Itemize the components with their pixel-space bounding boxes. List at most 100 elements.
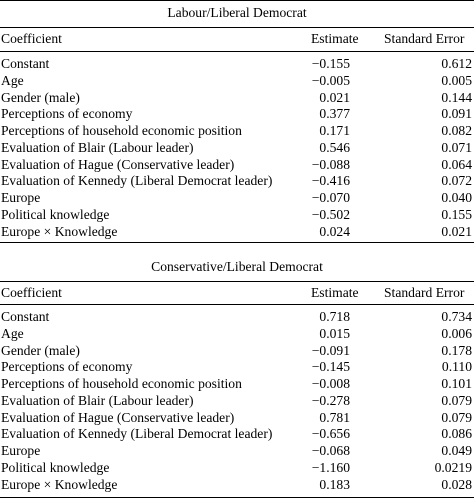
table-row: Evaluation of Blair (Labour leader) −0.27…	[0, 392, 474, 409]
estimate-cell: 0.377	[319, 106, 350, 122]
standard-error-cell: 0.021	[441, 223, 472, 239]
title-rule	[0, 281, 474, 282]
estimate-cell: −0.502	[311, 206, 350, 222]
estimate-cell: 0.781	[319, 409, 350, 425]
header-estimate: Estimate	[311, 285, 359, 300]
table-row: Age −0.005 0.005	[0, 72, 474, 89]
standard-error-cell: 0.091	[441, 106, 472, 122]
coefficient-cell: Evaluation of Kennedy (Liberal Democrat …	[1, 173, 273, 189]
table-row: Europe −0.068 0.049	[0, 442, 474, 459]
estimate-cell: 0.718	[319, 309, 350, 324]
coefficient-cell: Age	[1, 72, 24, 88]
header-row: Coefficient Estimate Standard Error	[0, 30, 474, 47]
estimate-cell: −0.155	[311, 56, 350, 71]
estimate-cell: −0.145	[311, 359, 350, 375]
coefficient-cell: Evaluation of Blair (Labour leader)	[1, 139, 194, 155]
coefficient-cell: Europe × Knowledge	[1, 223, 118, 239]
standard-error-cell: 0.028	[441, 476, 472, 492]
standard-error-cell: 0.049	[441, 443, 472, 458]
estimate-cell: 0.183	[319, 476, 350, 492]
standard-error-cell: 0.144	[441, 89, 472, 105]
table-row: Evaluation of Kennedy (Liberal Democrat …	[0, 425, 474, 442]
header-row: Coefficient Estimate Standard Error	[0, 284, 474, 301]
header-rule	[0, 51, 474, 52]
header-rule	[0, 304, 474, 305]
coefficient-cell: Perceptions of household economic positi…	[1, 123, 242, 138]
standard-error-cell: 0.110	[441, 359, 472, 375]
estimate-cell: −0.656	[311, 426, 350, 442]
estimate-cell: −0.008	[311, 376, 350, 391]
coefficient-cell: Europe	[1, 190, 41, 205]
coefficient-cell: Perceptions of economy	[1, 106, 133, 122]
coefficient-cell: Evaluation of Hague (Conservative leader…	[1, 156, 235, 172]
coefficient-cell: Europe	[1, 443, 41, 458]
bottom-rule	[0, 242, 474, 243]
coefficient-cell: Perceptions of economy	[1, 359, 133, 375]
coefficient-cell: Gender (male)	[1, 89, 80, 105]
title-rule	[0, 27, 474, 28]
estimate-cell: −0.088	[311, 156, 350, 172]
header-coefficient: Coefficient	[1, 285, 62, 300]
coefficient-cell: Europe × Knowledge	[1, 476, 118, 492]
standard-error-cell: 0.0219	[434, 459, 472, 475]
standard-error-cell: 0.086	[441, 426, 472, 442]
estimate-cell: −0.091	[311, 342, 350, 358]
table-row: Evaluation of Hague (Conservative leader…	[0, 156, 474, 173]
estimate-cell: −1.160	[311, 459, 350, 475]
coefficient-cell: Political knowledge	[1, 459, 110, 475]
table-row: Political knowledge −0.502 0.155	[0, 206, 474, 223]
standard-error-cell: 0.005	[441, 72, 472, 88]
table-row: Europe −0.070 0.040	[0, 189, 474, 206]
estimate-cell: −0.416	[311, 173, 350, 189]
header-estimate: Estimate	[311, 31, 359, 46]
table-row: Europe × Knowledge 0.024 0.021	[0, 223, 474, 240]
standard-error-cell: 0.101	[441, 376, 472, 391]
top-rule	[0, 0, 474, 1]
estimate-cell: −0.070	[311, 190, 350, 205]
header-coefficient: Coefficient	[1, 31, 62, 46]
header-standard-error: Standard Error	[384, 31, 465, 46]
standard-error-cell: 0.734	[441, 309, 472, 324]
table-row: Constant 0.718 0.734	[0, 308, 474, 325]
table-row: Perceptions of economy −0.145 0.110	[0, 358, 474, 375]
header-standard-error: Standard Error	[384, 285, 465, 300]
table-title: Conservative/Liberal Democrat	[151, 259, 323, 274]
coefficient-cell: Evaluation of Blair (Labour leader)	[1, 392, 194, 408]
estimate-cell: 0.024	[319, 223, 350, 239]
table-row: Perceptions of economy 0.377 0.091	[0, 105, 474, 122]
table-row: Political knowledge −1.160 0.0219	[0, 459, 474, 476]
estimate-cell: −0.068	[311, 443, 350, 458]
table-row: Gender (male) 0.021 0.144	[0, 89, 474, 106]
standard-error-cell: 0.155	[441, 206, 472, 222]
standard-error-cell: 0.079	[441, 392, 472, 408]
table-row: Evaluation of Hague (Conservative leader…	[0, 409, 474, 426]
estimate-cell: 0.546	[319, 139, 350, 155]
standard-error-cell: 0.079	[441, 409, 472, 425]
coefficient-cell: Constant	[1, 309, 50, 324]
coefficient-cell: Age	[1, 325, 24, 341]
bottom-rule	[0, 497, 474, 498]
table-row: Age 0.015 0.006	[0, 325, 474, 342]
standard-error-cell: 0.612	[441, 56, 472, 71]
coefficient-cell: Political knowledge	[1, 206, 110, 222]
table-row: Constant −0.155 0.612	[0, 55, 474, 72]
standard-error-cell: 0.064	[441, 156, 472, 172]
estimate-cell: 0.015	[319, 325, 350, 341]
estimate-cell: −0.278	[311, 392, 350, 408]
coefficient-cell: Perceptions of household economic positi…	[1, 376, 242, 391]
table-title: Labour/Liberal Democrat	[167, 5, 307, 20]
estimate-cell: 0.021	[319, 89, 350, 105]
coefficient-cell: Gender (male)	[1, 342, 80, 358]
table-row: Perceptions of household economic positi…	[0, 375, 474, 392]
standard-error-cell: 0.040	[441, 190, 472, 205]
coefficient-cell: Evaluation of Hague (Conservative leader…	[1, 409, 235, 425]
standard-error-cell: 0.082	[441, 123, 472, 138]
estimate-cell: 0.171	[319, 123, 350, 138]
standard-error-cell: 0.072	[441, 173, 472, 189]
table-row: Perceptions of household economic positi…	[0, 122, 474, 139]
table-row: Europe × Knowledge 0.183 0.028	[0, 476, 474, 493]
table-row: Evaluation of Blair (Labour leader) 0.546…	[0, 139, 474, 156]
table-row: Evaluation of Kennedy (Liberal Democrat …	[0, 172, 474, 189]
estimate-cell: −0.005	[311, 72, 350, 88]
